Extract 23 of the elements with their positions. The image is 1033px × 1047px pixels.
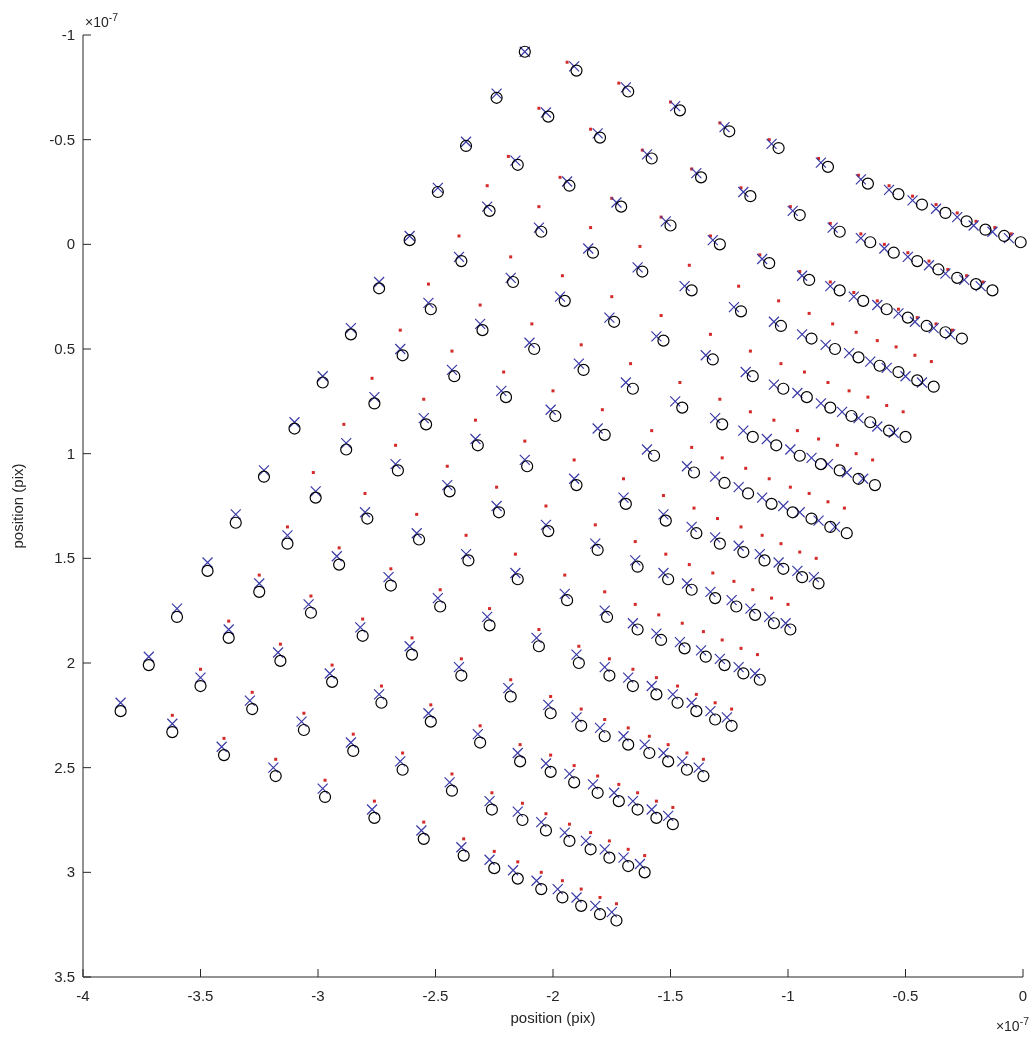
y-axis-title: position (pix) bbox=[9, 463, 26, 549]
y-tick-label: 1.5 bbox=[54, 549, 75, 567]
x-tick-label: -2.5 bbox=[422, 987, 449, 1004]
y-tick-label: -0.5 bbox=[49, 130, 75, 148]
text: ×10$^{-7}$ bbox=[85, 11, 119, 30]
x-tick-label: -0.5 bbox=[892, 987, 919, 1004]
x-tick-label: 0 bbox=[1018, 987, 1028, 1004]
y-tick-label: 2.5 bbox=[54, 758, 75, 776]
y-tick-label: 0 bbox=[66, 235, 75, 253]
y-tick-label: -1 bbox=[61, 26, 75, 43]
y-tick-label: 1 bbox=[66, 444, 75, 462]
y-tick-label: 3.5 bbox=[54, 968, 75, 985]
x-tick-label: -1.5 bbox=[657, 987, 684, 1004]
y-tick-label: 0.5 bbox=[54, 340, 75, 357]
x-tick-label: -1 bbox=[781, 987, 795, 1004]
text: ×10$^{-7}$ bbox=[995, 1015, 1030, 1034]
x-tick-label: -2 bbox=[546, 987, 560, 1004]
x-tick-label: -3 bbox=[311, 987, 325, 1004]
x-tick-label: -3.5 bbox=[187, 987, 214, 1004]
x-tick-label: -4 bbox=[76, 987, 90, 1004]
y-tick-label: 2 bbox=[66, 654, 75, 671]
x-axis-title: position (pix) bbox=[510, 1009, 596, 1026]
y-tick-label: 3 bbox=[66, 863, 75, 881]
